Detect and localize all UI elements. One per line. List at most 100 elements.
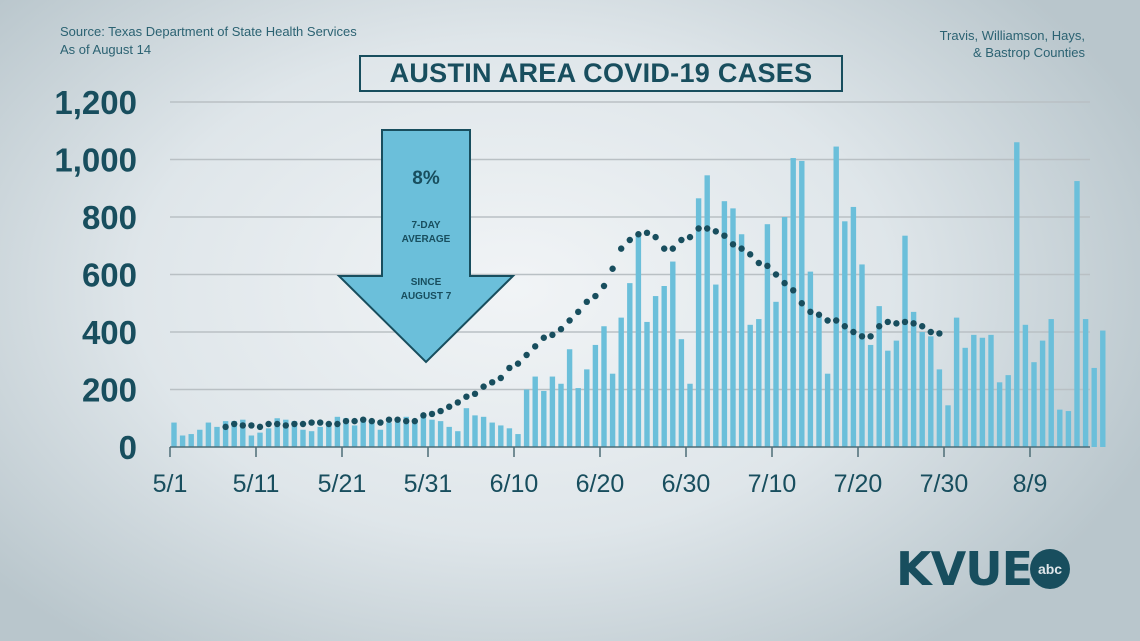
bar — [541, 390, 547, 447]
bar — [644, 321, 650, 447]
bar — [351, 425, 358, 447]
average-dot — [385, 416, 393, 423]
bar — [1005, 375, 1011, 447]
bar — [549, 376, 556, 447]
average-dot — [772, 271, 780, 278]
average-dot — [480, 383, 487, 390]
callout-label-4: AUGUST 7 — [400, 291, 452, 302]
bar — [661, 286, 667, 447]
bar — [326, 425, 332, 447]
average-dot — [377, 419, 384, 426]
average-dot — [712, 228, 719, 235]
average-dot — [523, 351, 530, 359]
average-dot — [420, 412, 427, 419]
average-dot — [506, 364, 513, 372]
bar — [1100, 330, 1106, 447]
average-dot — [729, 241, 737, 248]
bar — [369, 422, 375, 447]
kvue-logo: KVUE abc — [896, 542, 1071, 596]
y-tick-label: 1,000 — [54, 142, 137, 179]
bar — [265, 428, 272, 447]
average-dot — [446, 403, 453, 410]
source-note: Source: Texas Department of State Health… — [60, 23, 357, 59]
bar — [867, 344, 874, 447]
bar — [971, 334, 977, 447]
bar — [222, 421, 229, 447]
bar — [1057, 409, 1063, 447]
bar — [678, 339, 685, 447]
bar — [403, 416, 409, 447]
abc-badge-icon: abc — [1030, 549, 1071, 589]
bar — [523, 389, 530, 447]
average-dot — [265, 420, 272, 428]
average-dot — [532, 343, 539, 350]
average-dot — [652, 233, 659, 241]
bar — [756, 319, 762, 447]
down-arrow-icon — [336, 129, 516, 364]
average-dot — [291, 420, 298, 428]
average-dot — [643, 229, 651, 237]
bar — [248, 435, 255, 447]
x-tick-label: 5/31 — [404, 470, 453, 498]
bar — [1048, 319, 1054, 447]
bar — [480, 416, 487, 447]
average-dot — [626, 236, 633, 244]
average-dot — [514, 360, 522, 367]
average-dot — [592, 292, 599, 300]
bar — [1022, 324, 1029, 447]
logo-text: KVUE — [896, 542, 1033, 596]
average-dot — [325, 420, 332, 428]
bar — [936, 369, 943, 447]
average-dots — [222, 225, 943, 431]
bar — [1074, 181, 1080, 447]
bar — [171, 422, 177, 447]
average-dot — [738, 245, 745, 252]
average-dot — [489, 379, 496, 386]
bar — [214, 426, 220, 447]
average-dot — [686, 233, 694, 241]
source-line: Source: Texas Department of State Health… — [60, 24, 357, 39]
bar — [928, 336, 934, 447]
average-dot — [540, 334, 547, 341]
average-dot — [841, 323, 848, 330]
bar — [412, 422, 418, 447]
bar — [919, 332, 925, 447]
average-dot — [394, 416, 401, 423]
bar — [695, 198, 702, 447]
callout-label-2: AVERAGE — [401, 234, 451, 245]
bar — [1031, 362, 1037, 447]
average-dot — [661, 245, 668, 252]
bar — [670, 261, 676, 447]
x-tick-label: 8/9 — [1013, 470, 1048, 498]
bar — [1014, 142, 1020, 447]
bar — [489, 422, 495, 447]
average-dot — [282, 422, 289, 429]
bar — [721, 201, 728, 447]
average-dot — [274, 420, 281, 428]
average-dot — [557, 325, 565, 333]
bar — [713, 284, 719, 447]
average-dot — [927, 328, 934, 336]
bar — [687, 383, 693, 447]
y-tick-label: 0 — [119, 429, 137, 466]
average-dot — [428, 410, 436, 418]
y-tick-label: 400 — [82, 314, 137, 351]
average-dot — [403, 417, 410, 425]
bar — [833, 146, 839, 447]
bar — [515, 434, 521, 447]
bar — [575, 388, 581, 447]
bar — [240, 419, 246, 447]
bar — [962, 347, 968, 447]
bar — [584, 369, 590, 447]
bar — [274, 418, 280, 447]
average-dot — [256, 423, 264, 431]
average-dot — [463, 393, 470, 400]
chart-title: AUSTIN AREA COVID-19 CASES — [359, 55, 843, 92]
average-dot — [635, 231, 642, 238]
average-dot — [764, 262, 771, 270]
bar — [179, 435, 186, 447]
average-dot — [807, 308, 814, 316]
average-dot — [575, 308, 582, 316]
bar — [747, 324, 753, 447]
